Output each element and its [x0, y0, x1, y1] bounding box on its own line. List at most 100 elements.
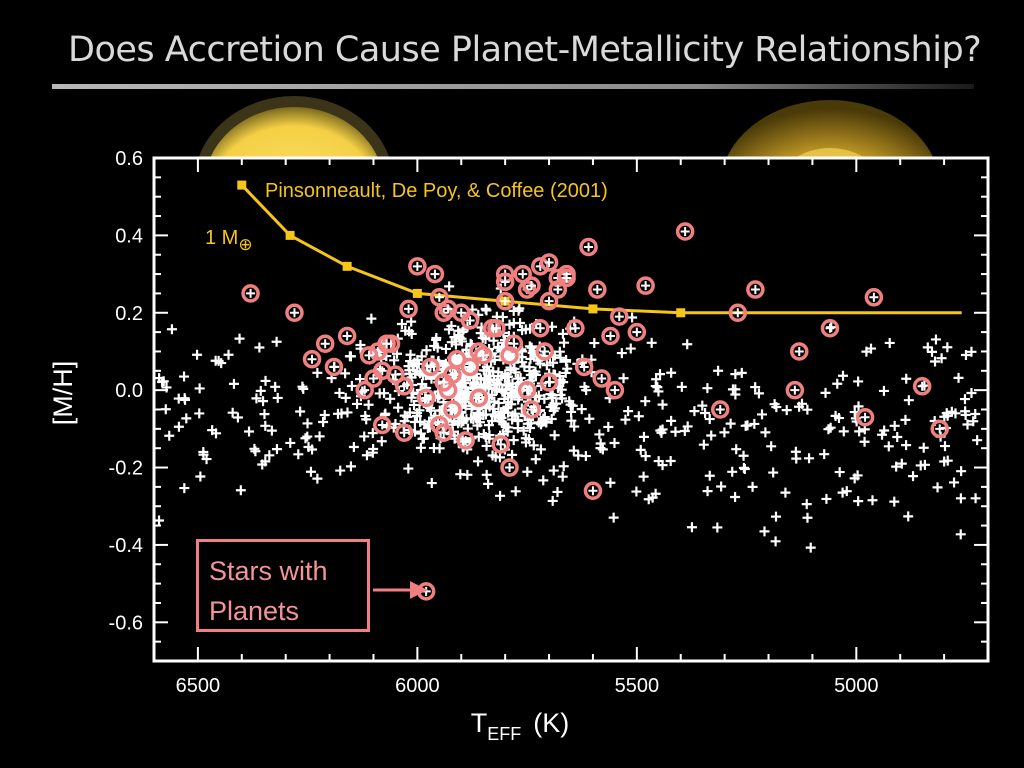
planet-host-ring	[539, 373, 559, 392]
star-marker	[608, 512, 619, 523]
star-marker	[903, 395, 914, 406]
star-marker	[404, 326, 415, 337]
star-marker	[487, 390, 498, 401]
star-marker	[363, 399, 374, 410]
star-marker	[742, 420, 753, 431]
planet-host-ring	[337, 326, 357, 346]
star-marker	[930, 356, 941, 367]
star-marker	[473, 456, 484, 467]
planet-host-ring	[500, 458, 519, 477]
planet-host-ring	[324, 357, 344, 377]
star-marker	[932, 482, 943, 493]
planet-host-marker	[465, 362, 475, 372]
planet-host-ring	[495, 291, 515, 311]
planet-host-ring	[469, 388, 489, 408]
star-marker	[739, 463, 750, 474]
star-marker	[298, 383, 309, 394]
star-marker	[605, 477, 616, 488]
star-marker	[461, 344, 472, 355]
title-underline	[52, 84, 974, 89]
star-marker	[682, 339, 693, 350]
star-marker	[227, 407, 238, 418]
star-marker	[528, 440, 539, 451]
star-marker	[194, 408, 205, 419]
planet-host-ring	[359, 346, 379, 365]
star-marker	[879, 425, 890, 436]
star-marker	[616, 348, 627, 359]
planet-host-marker	[610, 385, 620, 395]
planet-host-ring	[548, 280, 568, 299]
planet-host-marker	[382, 339, 392, 349]
planet-host-marker	[632, 327, 642, 337]
star-marker	[854, 426, 865, 437]
star-marker	[589, 338, 600, 349]
star-marker	[513, 394, 524, 405]
star-marker	[750, 382, 761, 393]
star-marker	[260, 456, 271, 467]
planet-host-ring	[820, 318, 840, 338]
planet-host-ring	[434, 373, 453, 392]
star-marker	[352, 398, 363, 409]
star-marker	[939, 441, 950, 452]
star-marker	[635, 444, 646, 455]
star-marker	[510, 486, 521, 497]
star-marker	[719, 427, 730, 438]
star-marker	[500, 421, 511, 432]
planet-host-marker	[434, 292, 444, 302]
star-marker	[312, 473, 323, 484]
star-marker	[546, 393, 557, 404]
planet-host-ring	[610, 307, 629, 326]
planet-host-marker	[588, 486, 598, 496]
star-marker	[360, 410, 371, 421]
planet-host-ring	[394, 423, 414, 442]
star-marker	[510, 408, 521, 419]
planet-host-ring	[386, 365, 405, 384]
star-marker	[558, 461, 569, 472]
star-marker	[411, 411, 422, 422]
star-marker	[548, 465, 559, 476]
star-marker	[560, 367, 571, 378]
star-marker	[566, 415, 577, 426]
star-marker	[950, 408, 961, 419]
planet-host-marker	[540, 346, 550, 356]
star-marker	[271, 444, 282, 455]
star-marker	[547, 495, 558, 506]
planet-host-ring	[421, 357, 440, 377]
star-marker	[481, 440, 492, 451]
planet-host-ring	[394, 377, 414, 396]
star-marker	[260, 420, 271, 431]
star-marker	[552, 486, 563, 497]
star-marker	[884, 337, 895, 348]
star-marker	[258, 396, 269, 407]
star-marker	[557, 471, 568, 482]
x-tick-label: 5500	[615, 675, 660, 697]
star-marker	[650, 381, 661, 392]
star-marker	[657, 399, 668, 410]
planet-host-ring	[447, 349, 467, 369]
star-marker	[554, 346, 565, 357]
star-marker	[727, 384, 738, 395]
planet-host-marker	[478, 350, 488, 360]
planet-host-marker	[461, 435, 471, 445]
star-marker	[768, 467, 779, 478]
star-marker	[559, 337, 570, 348]
planet-host-marker	[246, 288, 256, 298]
planet-host-ring	[408, 257, 427, 276]
planet-host-marker	[342, 331, 352, 341]
star-marker	[416, 351, 427, 362]
star-marker	[676, 381, 687, 392]
planet-host-ring	[373, 415, 392, 435]
star-marker	[594, 429, 605, 440]
star-marker	[766, 441, 777, 452]
mass-label-text: 1 M	[205, 227, 238, 249]
star-marker	[434, 405, 445, 416]
star-marker	[702, 486, 713, 497]
planet-host-ring	[491, 435, 511, 454]
star-marker	[425, 405, 436, 416]
star-marker	[597, 444, 608, 455]
planet-host-ring	[557, 268, 576, 288]
planet-host-marker	[597, 374, 607, 384]
planet-host-marker	[680, 227, 690, 237]
star-marker	[638, 431, 649, 442]
star-marker	[541, 360, 552, 371]
